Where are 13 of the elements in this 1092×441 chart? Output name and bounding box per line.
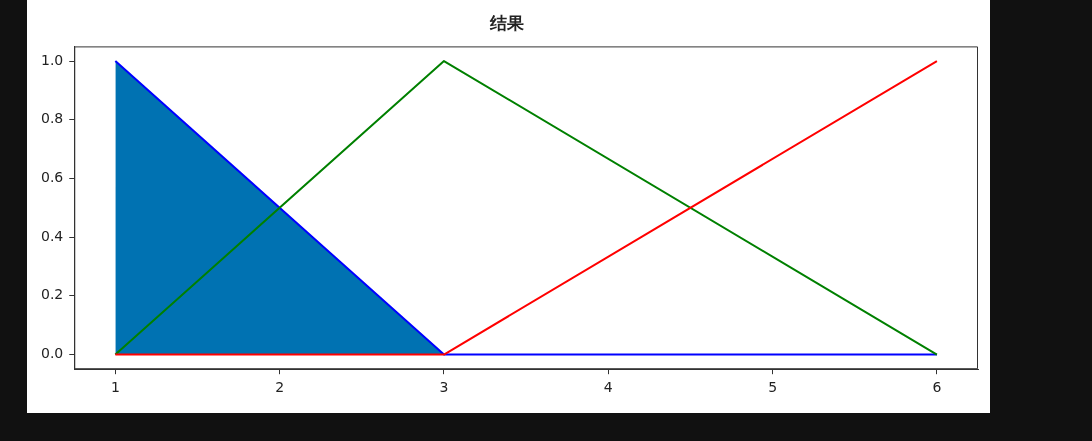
y-tick-label: 0.0 <box>41 345 64 362</box>
y-tick-label: 0.8 <box>41 110 64 127</box>
x-tick-label: 5 <box>768 379 778 396</box>
y-tick-label: 0.6 <box>41 169 64 186</box>
y-tick-label: 0.2 <box>41 286 64 303</box>
chart-title: 结果 <box>488 12 525 33</box>
x-tick-label: 4 <box>603 379 613 396</box>
x-tick-label: 2 <box>275 379 285 396</box>
y-tick-label: 1.0 <box>41 51 64 68</box>
x-tick-label: 1 <box>110 379 120 396</box>
y-tick-label: 0.4 <box>41 227 64 244</box>
x-tick-label: 3 <box>439 379 449 396</box>
x-tick-label: 6 <box>932 379 942 396</box>
